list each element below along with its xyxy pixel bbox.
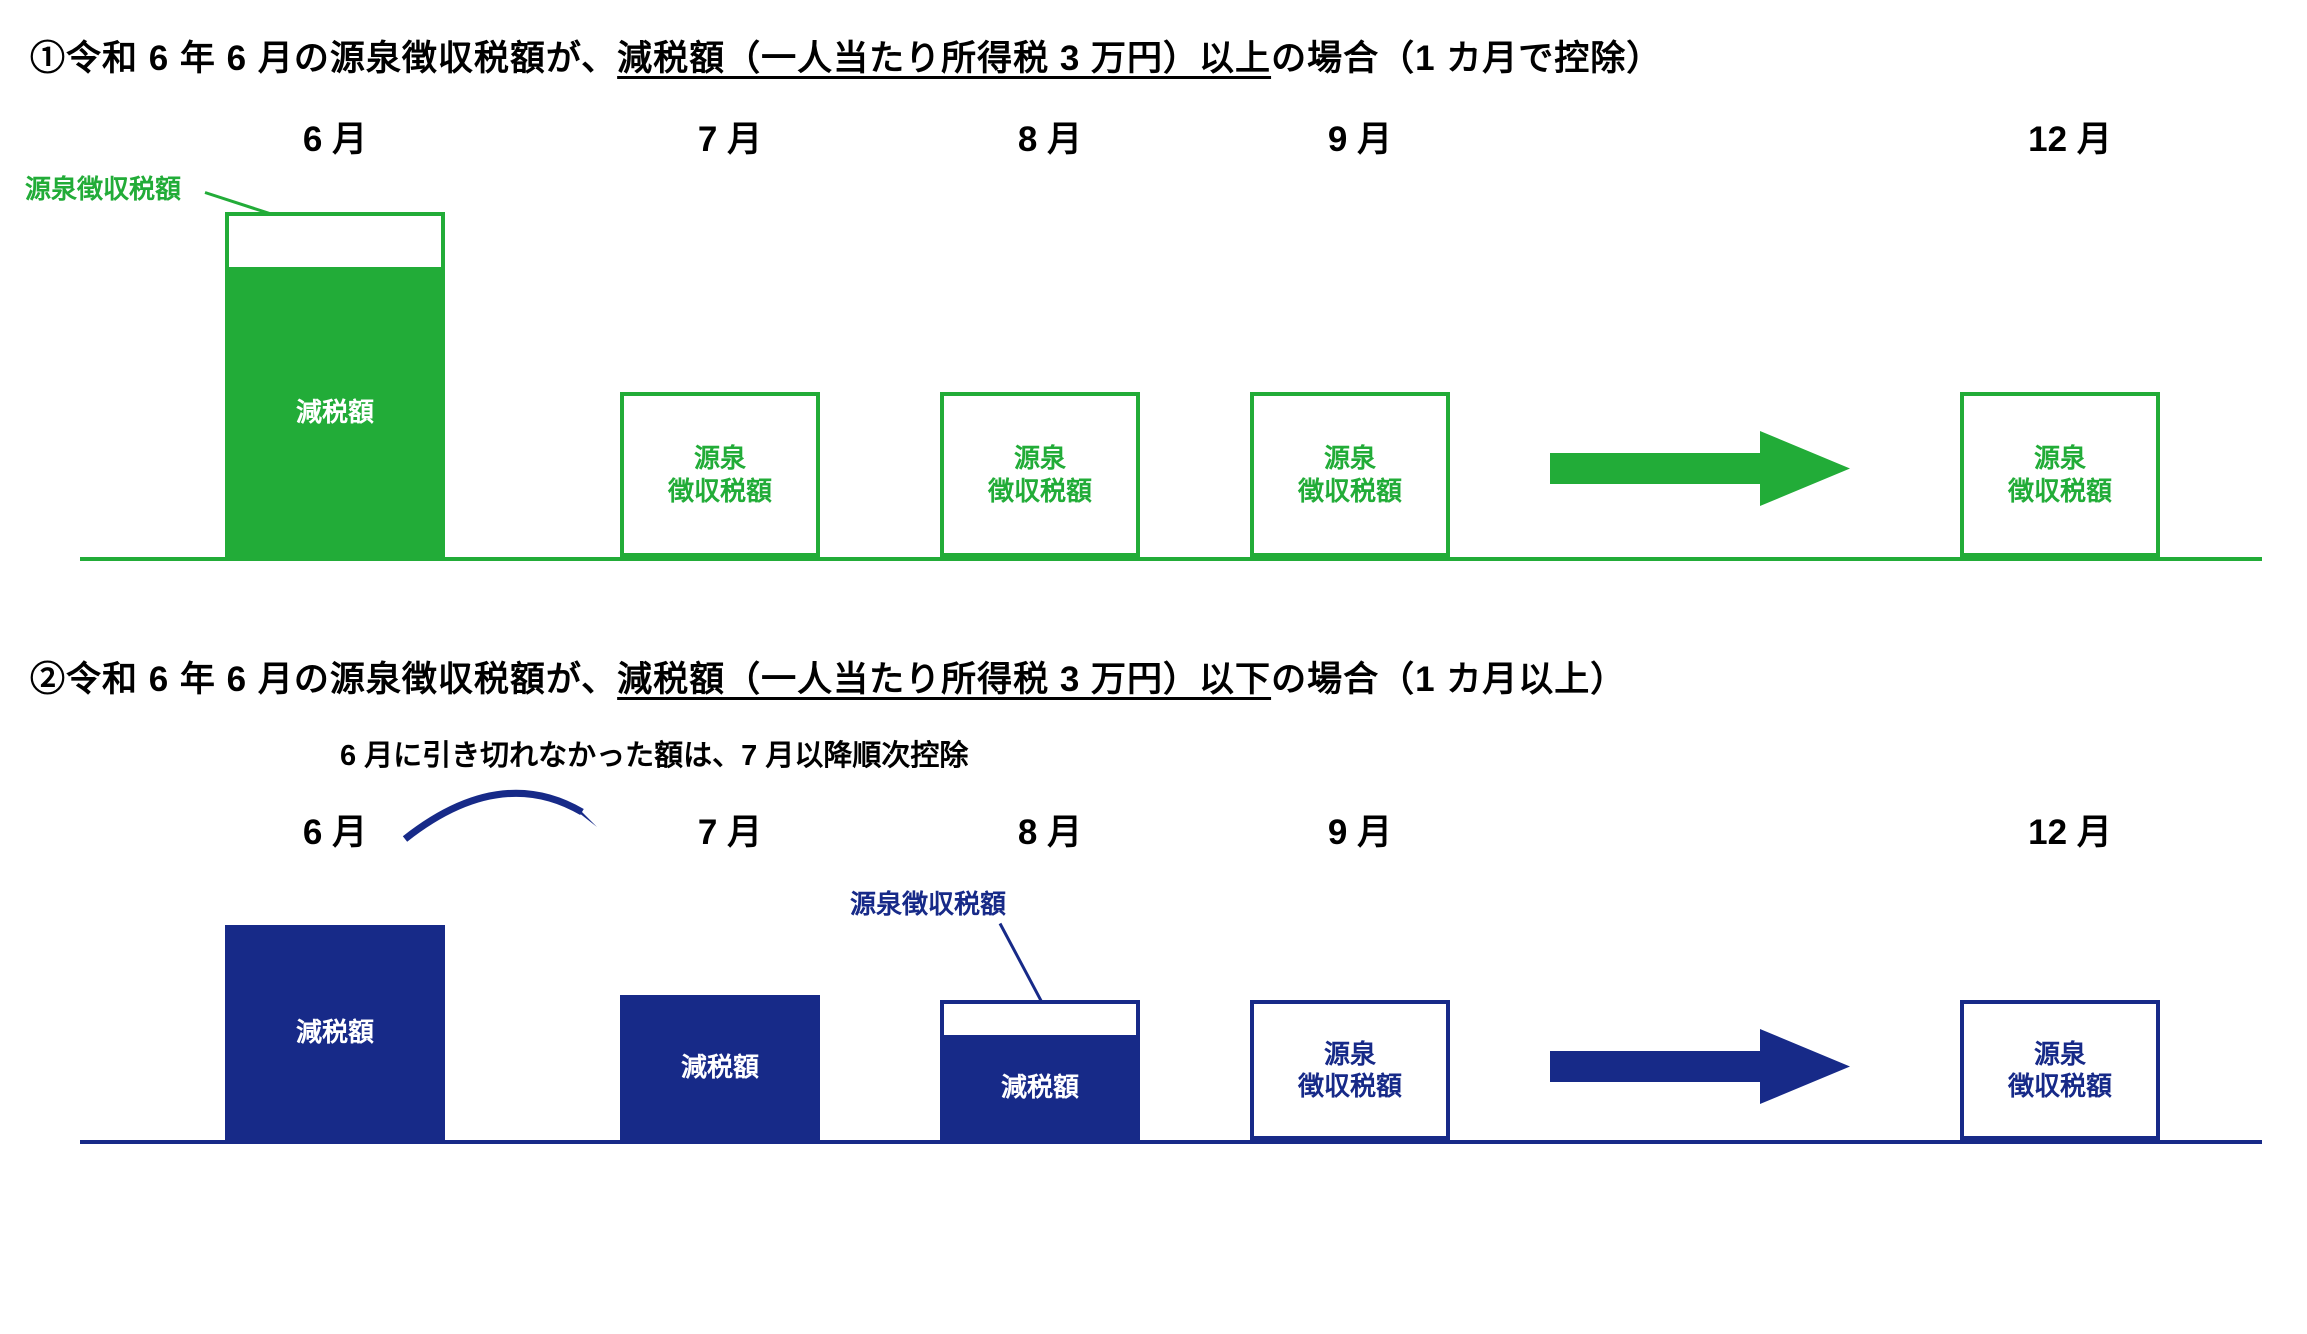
s1-bar-jul-l2: 徴収税額 <box>668 475 772 508</box>
s1-bar-aug: 源泉 徴収税額 <box>940 392 1140 557</box>
s2-bar-sep-l1: 源泉 <box>1324 1038 1376 1071</box>
section1-title: ①令和 6 年 6 月の源泉徴収税額が、減税額（一人当たり所得税 3 万円）以上… <box>30 30 2277 81</box>
s2-subnote: 6 月に引き切れなかった額は、7 月以降順次控除 <box>340 732 2277 774</box>
s2-callout: 源泉徴収税額 <box>850 884 1006 921</box>
s1-bar-aug-l2: 徴収税額 <box>988 475 1092 508</box>
s1-bar-jul-l1: 源泉 <box>694 442 746 475</box>
s1-month-4: 12 月 <box>2028 111 2112 162</box>
s1-bar-jul: 源泉 徴収税額 <box>620 392 820 557</box>
s2-bar-sep-l2: 徴収税額 <box>1298 1070 1402 1103</box>
s1-june-bar: 減税額 <box>225 267 445 557</box>
s1-bar-sep: 源泉 徴収税額 <box>1250 392 1450 557</box>
s1-june-label: 減税額 <box>296 396 374 429</box>
s2-month-row: 6 月 7 月 8 月 9 月 12 月 <box>30 804 2277 854</box>
s1-bar-dec: 源泉 徴収税額 <box>1960 392 2160 557</box>
s2-aug-label: 減税額 <box>1001 1071 1079 1104</box>
section2-title: ②令和 6 年 6 月の源泉徴収税額が、減税額（一人当たり所得税 3 万円）以下… <box>30 651 2277 702</box>
s2-bar-dec: 源泉 徴収税額 <box>1960 1000 2160 1140</box>
s2-june-bar: 減税額 <box>225 925 445 1140</box>
s2-title-underline: 減税額（一人当たり所得税 3 万円）以下 <box>617 660 1271 699</box>
s2-aug-bar: 減税額 <box>940 1035 1140 1140</box>
s1-title-underline: 減税額（一人当たり所得税 3 万円）以上 <box>617 39 1271 78</box>
s2-month-0: 6 月 <box>303 804 367 855</box>
s2-july-bar: 減税額 <box>620 995 820 1140</box>
s1-arrow <box>1550 431 1850 506</box>
s2-title-post: の場合（1 カ月以上） <box>1271 660 1626 699</box>
s1-bar-sep-l2: 徴収税額 <box>1298 475 1402 508</box>
s2-july-label: 減税額 <box>681 1051 759 1084</box>
s1-bar-dec-l2: 徴収税額 <box>2008 475 2112 508</box>
s2-june-label: 減税額 <box>296 1016 374 1049</box>
s1-month-1: 7 月 <box>698 111 762 162</box>
s1-callout: 源泉徴収税額 <box>25 169 181 206</box>
s1-chart: 源泉徴収税額 減税額 源泉 徴収税額 源泉 徴収税額 源泉 徴収税額 源泉 徴収… <box>30 181 2277 561</box>
s2-month-4: 12 月 <box>2028 804 2112 855</box>
s1-month-row: 6 月 7 月 8 月 9 月 12 月 <box>30 111 2277 161</box>
s1-bar-dec-l1: 源泉 <box>2034 442 2086 475</box>
s1-june-cap <box>225 212 445 267</box>
s2-month-3: 9 月 <box>1328 804 1392 855</box>
s2-month-1: 7 月 <box>698 804 762 855</box>
s2-chart: 源泉徴収税額 減税額 減税額 減税額 源泉 徴収税額 源泉 徴収税額 <box>30 864 2277 1144</box>
s1-month-2: 8 月 <box>1018 111 1082 162</box>
s1-month-3: 9 月 <box>1328 111 1392 162</box>
s2-arrow <box>1550 1029 1850 1104</box>
s2-title-pre: ②令和 6 年 6 月の源泉徴収税額が、 <box>30 660 617 699</box>
s2-baseline <box>80 1140 2262 1144</box>
s2-bar-sep: 源泉 徴収税額 <box>1250 1000 1450 1140</box>
s1-month-0: 6 月 <box>303 111 367 162</box>
s2-bar-dec-l1: 源泉 <box>2034 1038 2086 1071</box>
s2-month-2: 8 月 <box>1018 804 1082 855</box>
s1-title-post: の場合（1 カ月で控除） <box>1271 39 1662 78</box>
s1-bar-sep-l1: 源泉 <box>1324 442 1376 475</box>
s1-bar-aug-l1: 源泉 <box>1014 442 1066 475</box>
s1-baseline <box>80 557 2262 561</box>
s2-bar-dec-l2: 徴収税額 <box>2008 1070 2112 1103</box>
s2-curved-arrow <box>400 784 610 859</box>
s1-title-pre: ①令和 6 年 6 月の源泉徴収税額が、 <box>30 39 617 78</box>
